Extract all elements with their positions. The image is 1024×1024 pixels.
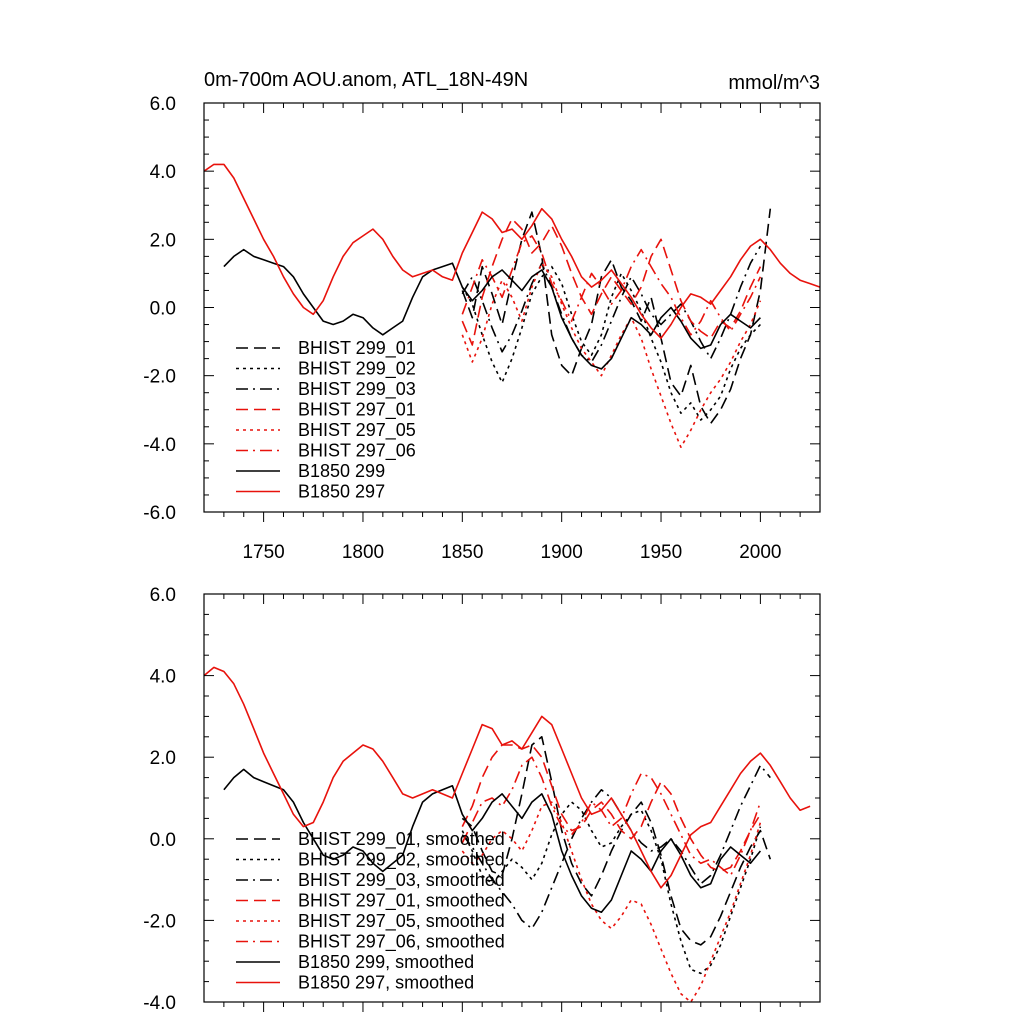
bottom-legend-label: BHIST 297_01, smoothed — [298, 891, 505, 912]
bottom-legend-label: BHIST 299_02, smoothed — [298, 850, 505, 871]
top-x-tick-label: 1850 — [441, 542, 483, 563]
top-y-tick-label: 2.0 — [150, 230, 176, 251]
bottom-y-tick-label: 2.0 — [150, 748, 176, 769]
bottom-legend-label: BHIST 297_06, smoothed — [298, 932, 505, 953]
top-legend-label: BHIST 297_06 — [298, 441, 416, 462]
bottom-legend-label: B1850 297, smoothed — [298, 973, 474, 993]
bottom-panel: -4.0 -2.0 0.0 2.0 4.0 6.0 BHIST 299_01, smooth… — [143, 585, 821, 1014]
bottom-y-tick-label: -4.0 — [143, 993, 176, 1014]
top-series-line-3 — [461, 245, 762, 363]
top-series-line-8 — [203, 163, 821, 340]
top-x-tick-label: 1750 — [242, 542, 284, 563]
bottom-series-line-1 — [461, 735, 772, 946]
top-series-line-5 — [461, 262, 762, 449]
bottom-y-tick-label: -2.0 — [143, 911, 176, 932]
top-series-line-2 — [461, 265, 761, 421]
top-legend-label: BHIST 299_03 — [298, 379, 416, 400]
bottom-plot-frame — [203, 593, 821, 1003]
top-y-tick-label: -6.0 — [143, 503, 176, 524]
bottom-series-line-3 — [461, 764, 771, 930]
bottom-series-line-2 — [461, 801, 762, 975]
bottom-legend-label: BHIST 299_01, smoothed — [298, 829, 505, 850]
bottom-y-tick-label: 4.0 — [150, 667, 176, 688]
top-legend-label: BHIST 297_01 — [298, 400, 416, 421]
bottom-legend-label: B1850 299, smoothed — [298, 952, 474, 972]
top-x-tick-label: 1900 — [541, 542, 583, 563]
top-x-tick-label: 1950 — [640, 542, 682, 563]
top-x-tick-label: 2000 — [739, 542, 781, 563]
top-legend-label: BHIST 297_05 — [298, 420, 416, 441]
bottom-legend-label: BHIST 299_03, smoothed — [298, 870, 505, 891]
top-x-tick-label: 1800 — [342, 542, 384, 563]
units-label: mmol/m^3 — [728, 72, 820, 94]
bottom-series-line-5 — [461, 801, 762, 1003]
top-y-tick-label: 0.0 — [150, 299, 176, 320]
bottom-series-line-7 — [223, 768, 762, 914]
top-y-tick-label: -2.0 — [143, 367, 176, 388]
top-series-line-7 — [223, 248, 761, 370]
bottom-y-tick-label: 6.0 — [150, 585, 176, 606]
top-series-line-1 — [461, 208, 772, 425]
bottom-series-line-8 — [203, 666, 811, 889]
top-legend-label: BHIST 299_02 — [298, 359, 416, 380]
top-series-line-4 — [461, 218, 762, 346]
top-y-tick-label: 4.0 — [150, 162, 176, 183]
top-plot-frame — [203, 102, 821, 513]
top-legend-label: BHIST 299_01 — [298, 338, 416, 359]
chart-title: 0m-700m AOU.anom, ATL_18N-49N — [204, 69, 528, 91]
bottom-series-line-4 — [461, 744, 762, 873]
bottom-y-tick-label: 0.0 — [150, 830, 176, 851]
top-series-line-6 — [461, 235, 762, 336]
top-y-tick-label: -4.0 — [143, 435, 176, 456]
top-legend-label: B1850 297 — [298, 482, 385, 502]
bottom-legend-label: BHIST 297_05, smoothed — [298, 911, 505, 932]
top-panel: -6.0 -4.0 -2.0 0.0 2.0 4.0 6.0 1750 1800 1850 1900… — [143, 94, 821, 563]
top-y-tick-label: 6.0 — [150, 94, 176, 115]
top-legend-label: B1850 299 — [298, 461, 385, 481]
